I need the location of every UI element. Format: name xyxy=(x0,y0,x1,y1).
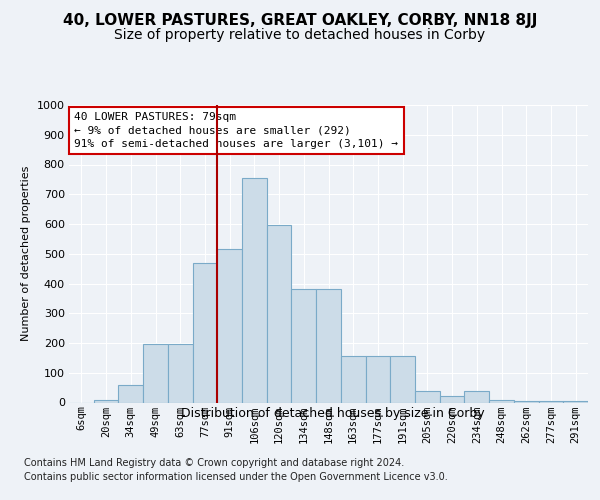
Text: Distribution of detached houses by size in Corby: Distribution of detached houses by size … xyxy=(181,408,485,420)
Text: 40 LOWER PASTURES: 79sqm
← 9% of detached houses are smaller (292)
91% of semi-d: 40 LOWER PASTURES: 79sqm ← 9% of detache… xyxy=(74,112,398,149)
Bar xyxy=(365,356,390,403)
Bar xyxy=(217,250,242,402)
Bar xyxy=(267,226,292,402)
Bar xyxy=(341,356,365,403)
Bar xyxy=(415,391,440,402)
Text: Contains public sector information licensed under the Open Government Licence v3: Contains public sector information licen… xyxy=(24,472,448,482)
Bar xyxy=(464,390,489,402)
Bar xyxy=(118,384,143,402)
Bar xyxy=(242,178,267,402)
Bar xyxy=(143,344,168,403)
Text: Size of property relative to detached houses in Corby: Size of property relative to detached ho… xyxy=(115,28,485,42)
Text: Contains HM Land Registry data © Crown copyright and database right 2024.: Contains HM Land Registry data © Crown c… xyxy=(24,458,404,468)
Bar xyxy=(94,400,118,402)
Bar xyxy=(316,290,341,403)
Y-axis label: Number of detached properties: Number of detached properties xyxy=(21,166,31,342)
Bar xyxy=(292,290,316,403)
Bar xyxy=(489,400,514,402)
Bar xyxy=(390,356,415,403)
Bar xyxy=(193,262,217,402)
Bar xyxy=(168,344,193,403)
Bar xyxy=(440,396,464,402)
Text: 40, LOWER PASTURES, GREAT OAKLEY, CORBY, NN18 8JJ: 40, LOWER PASTURES, GREAT OAKLEY, CORBY,… xyxy=(63,12,537,28)
